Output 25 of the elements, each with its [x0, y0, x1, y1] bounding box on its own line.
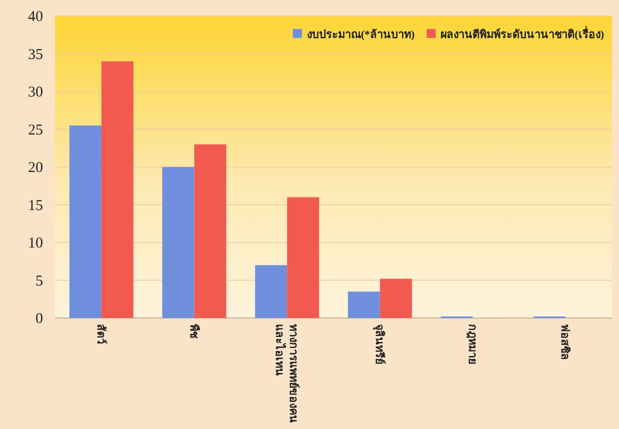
y-tick-label: 5	[36, 273, 43, 290]
y-tick-label: 35	[28, 46, 43, 63]
bar	[162, 167, 194, 318]
bar	[255, 265, 288, 318]
bar	[380, 278, 412, 318]
bar	[348, 292, 380, 318]
legend-label: งบประมาณ(*ล้านบาท)	[306, 28, 416, 41]
y-tick-label: 25	[28, 122, 43, 138]
x-tick-label: สัตว์	[94, 324, 108, 344]
bar	[194, 144, 226, 318]
bar	[287, 197, 320, 318]
y-tick-label: 15	[28, 198, 43, 214]
x-tick-label: ทางการแพทย์ของคน และไอเทน	[273, 324, 300, 423]
y-tick-label: 20	[28, 160, 43, 176]
y-tick-label: 40	[28, 9, 43, 25]
legend-label: ผลงานตีพิมพ์ระดับนานาชาติ(เรื่อง)	[440, 26, 604, 41]
x-tick-label: จุลินทรีย์	[372, 324, 386, 364]
bar	[69, 125, 102, 318]
x-tick-label: พืช	[187, 324, 200, 339]
x-tick-label: กฎหมาย	[466, 324, 478, 364]
y-tick-label: 0	[36, 311, 43, 327]
y-tick-label: 10	[28, 236, 43, 252]
bar	[101, 61, 134, 318]
y-tick-label: 30	[28, 84, 43, 100]
x-tick-label: ฟอสซิล	[558, 324, 572, 360]
